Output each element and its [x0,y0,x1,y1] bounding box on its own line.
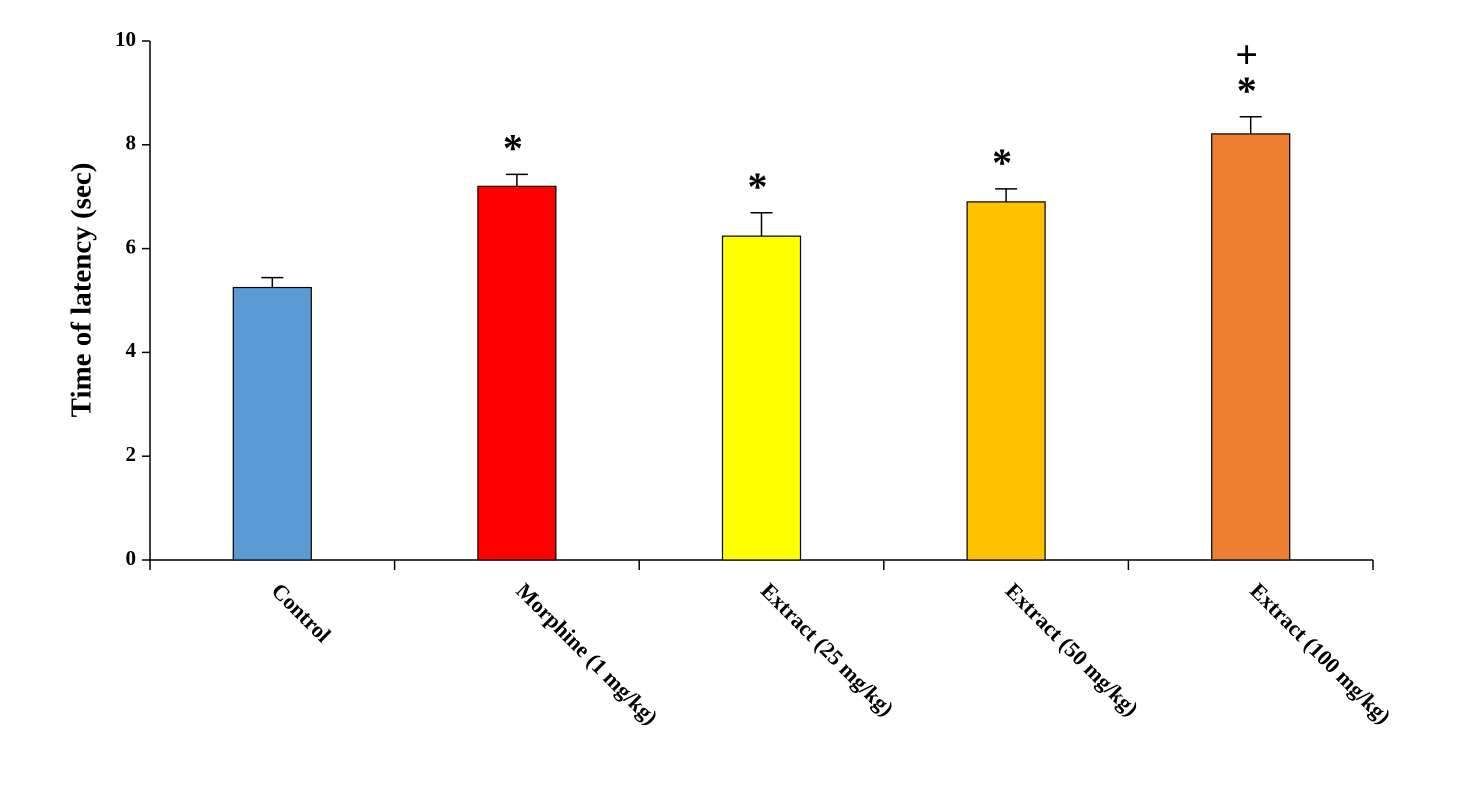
y-tick-label: 0 [126,546,137,570]
x-tick-label: Control [267,578,336,647]
bar [966,201,1046,561]
y-tick-label: 6 [126,234,137,258]
annotation: * [503,126,523,171]
y-tick-label: 2 [126,442,137,466]
y-tick-label: 8 [126,131,137,155]
x-tick-label: Extract (50 mg/kg) [1001,578,1144,721]
y-axis-label: Time of latency (sec) [66,163,98,418]
annotation: * [748,164,768,209]
bar [477,185,557,561]
bar [1211,133,1291,561]
annotation: * [1237,68,1257,113]
x-tick-label: Morphine (1 mg/kg) [511,578,663,730]
bar [232,286,312,561]
y-tick-label: 10 [115,27,136,51]
y-tick-label: 4 [126,338,137,362]
annotation: + [1235,32,1258,77]
bar [721,235,802,561]
annotation: * [992,140,1012,185]
x-tick-label: Extract (100 mg/kg) [1245,578,1396,729]
x-tick-label: Extract (25 mg/kg) [756,578,899,721]
